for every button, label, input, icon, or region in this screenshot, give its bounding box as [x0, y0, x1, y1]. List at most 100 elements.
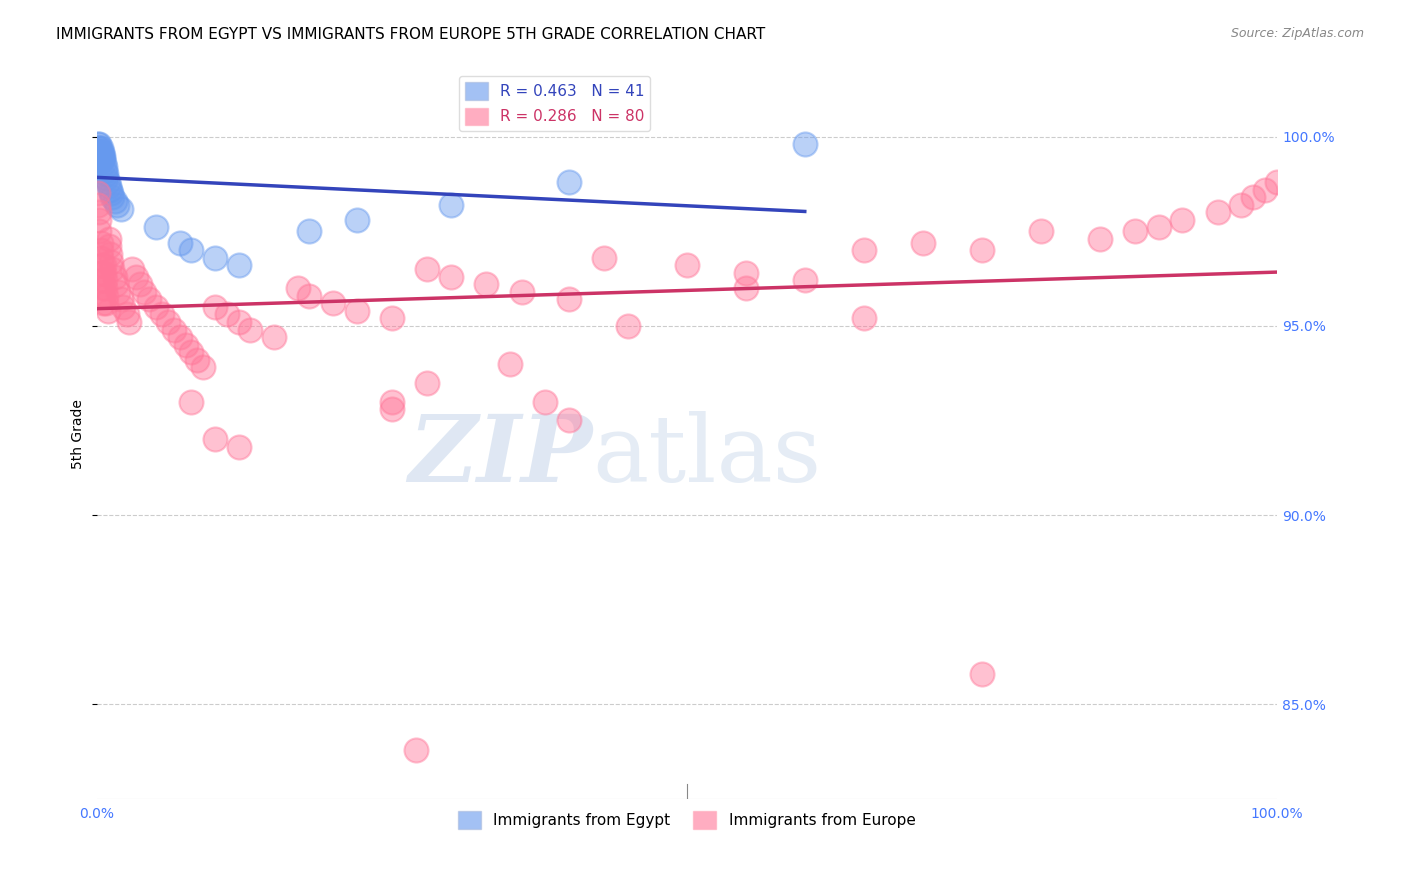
Point — [90, 251, 112, 265]
Point — [180, 345, 202, 359]
Point — [475, 277, 498, 292]
Point — [381, 402, 404, 417]
Point — [138, 293, 160, 307]
Point — [90, 148, 112, 162]
Point — [558, 293, 581, 307]
Point — [87, 141, 110, 155]
Point — [87, 186, 110, 201]
Point — [90, 145, 112, 159]
Point — [405, 742, 427, 756]
Point — [90, 141, 112, 155]
Point — [346, 303, 368, 318]
Y-axis label: 5th Grade: 5th Grade — [72, 399, 86, 468]
Point — [90, 235, 112, 250]
Point — [193, 360, 215, 375]
Point — [593, 251, 616, 265]
Point — [115, 308, 138, 322]
Point — [94, 160, 117, 174]
Point — [97, 175, 120, 189]
Point — [322, 296, 344, 310]
Point — [1147, 220, 1170, 235]
Point — [90, 273, 112, 287]
Point — [1254, 183, 1277, 197]
Point — [89, 148, 111, 162]
Point — [416, 262, 439, 277]
Point — [145, 220, 167, 235]
Point — [125, 269, 148, 284]
Point — [534, 394, 557, 409]
Point — [96, 288, 118, 302]
Text: ZIP: ZIP — [408, 410, 592, 500]
Point — [89, 156, 111, 170]
Point — [1088, 232, 1111, 246]
Point — [970, 243, 993, 257]
Point — [215, 308, 238, 322]
Point — [675, 258, 697, 272]
Point — [100, 186, 122, 201]
Point — [91, 153, 114, 167]
Point — [105, 198, 128, 212]
Point — [94, 281, 117, 295]
Point — [1265, 175, 1288, 189]
Point — [499, 357, 522, 371]
Point — [734, 281, 756, 295]
Point — [90, 148, 112, 162]
Point — [416, 376, 439, 390]
Point — [93, 258, 115, 272]
Point — [852, 243, 875, 257]
Point — [204, 251, 226, 265]
Point — [180, 394, 202, 409]
Point — [346, 213, 368, 227]
Point — [228, 315, 250, 329]
Point — [97, 178, 120, 193]
Point — [89, 213, 111, 227]
Point — [111, 300, 134, 314]
Point — [121, 262, 143, 277]
Point — [87, 137, 110, 152]
Point — [96, 296, 118, 310]
Point — [93, 156, 115, 170]
Point — [94, 163, 117, 178]
Point — [110, 293, 132, 307]
Point — [1029, 224, 1052, 238]
Point — [90, 266, 112, 280]
Point — [100, 254, 122, 268]
Point — [298, 288, 321, 302]
Text: IMMIGRANTS FROM EGYPT VS IMMIGRANTS FROM EUROPE 5TH GRADE CORRELATION CHART: IMMIGRANTS FROM EGYPT VS IMMIGRANTS FROM… — [56, 27, 765, 42]
Point — [87, 198, 110, 212]
Point — [90, 145, 112, 159]
Point — [381, 311, 404, 326]
Point — [90, 243, 112, 257]
Point — [263, 330, 285, 344]
Point — [89, 153, 111, 167]
Point — [970, 667, 993, 681]
Point — [169, 235, 191, 250]
Point — [558, 413, 581, 427]
Point — [89, 205, 111, 219]
Point — [134, 285, 156, 299]
Point — [91, 296, 114, 310]
Point — [1123, 224, 1146, 238]
Point — [89, 145, 111, 159]
Point — [97, 303, 120, 318]
Point — [440, 269, 463, 284]
Point — [911, 235, 934, 250]
Point — [94, 273, 117, 287]
Point — [97, 239, 120, 253]
Point — [91, 281, 114, 295]
Point — [96, 171, 118, 186]
Point — [163, 323, 186, 337]
Point — [98, 247, 121, 261]
Point — [239, 323, 262, 337]
Point — [104, 194, 127, 208]
Point — [110, 202, 132, 216]
Point — [89, 224, 111, 238]
Point — [145, 300, 167, 314]
Point — [298, 224, 321, 238]
Point — [204, 433, 226, 447]
Point — [156, 315, 179, 329]
Point — [97, 232, 120, 246]
Point — [734, 266, 756, 280]
Point — [101, 190, 124, 204]
Point — [104, 277, 127, 292]
